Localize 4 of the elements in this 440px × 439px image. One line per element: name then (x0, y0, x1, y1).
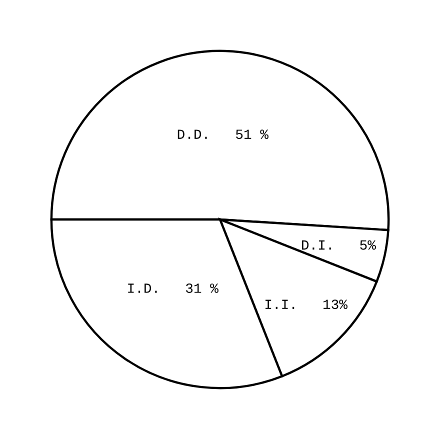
slice-label: I.D. 31 % (128, 284, 218, 293)
slice-label: D.I. 5% (302, 240, 376, 250)
slice-label: D.D. 51 % (178, 130, 268, 139)
slice-label: I.I. 13% (266, 300, 348, 310)
